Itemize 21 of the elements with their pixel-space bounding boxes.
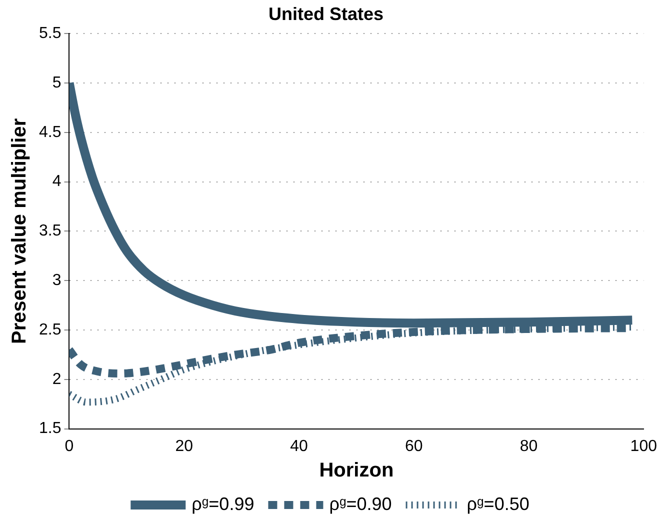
x-axis-title: Horizon — [319, 460, 394, 482]
y-tick-label: 3.5 — [38, 222, 62, 240]
x-tick-label: 80 — [520, 438, 538, 455]
x-tick-label: 20 — [175, 438, 194, 455]
y-axis-title: Present value multiplier — [8, 118, 31, 344]
y-tick-label: 5 — [52, 74, 62, 92]
y-tick-label: 1.5 — [38, 420, 62, 438]
legend-label: ρᵍ=0.90 — [329, 494, 392, 514]
y-tick-label: 2 — [52, 370, 62, 388]
legend-label: ρᵍ=0.99 — [192, 494, 254, 514]
x-tick-label: 60 — [404, 438, 423, 455]
y-tick-label: 4 — [52, 173, 62, 190]
legend-label: ρᵍ=0.50 — [466, 494, 530, 514]
y-tick-label: 5.5 — [38, 25, 62, 42]
y-tick-label: 4.5 — [38, 124, 62, 141]
y-tick-label: 2.5 — [38, 321, 62, 338]
x-tick-label: 0 — [64, 438, 74, 455]
chart-title: United States — [268, 4, 384, 24]
y-tick-label: 3 — [52, 272, 62, 290]
x-tick-label: 40 — [290, 438, 308, 455]
x-tick-label: 100 — [630, 438, 658, 455]
